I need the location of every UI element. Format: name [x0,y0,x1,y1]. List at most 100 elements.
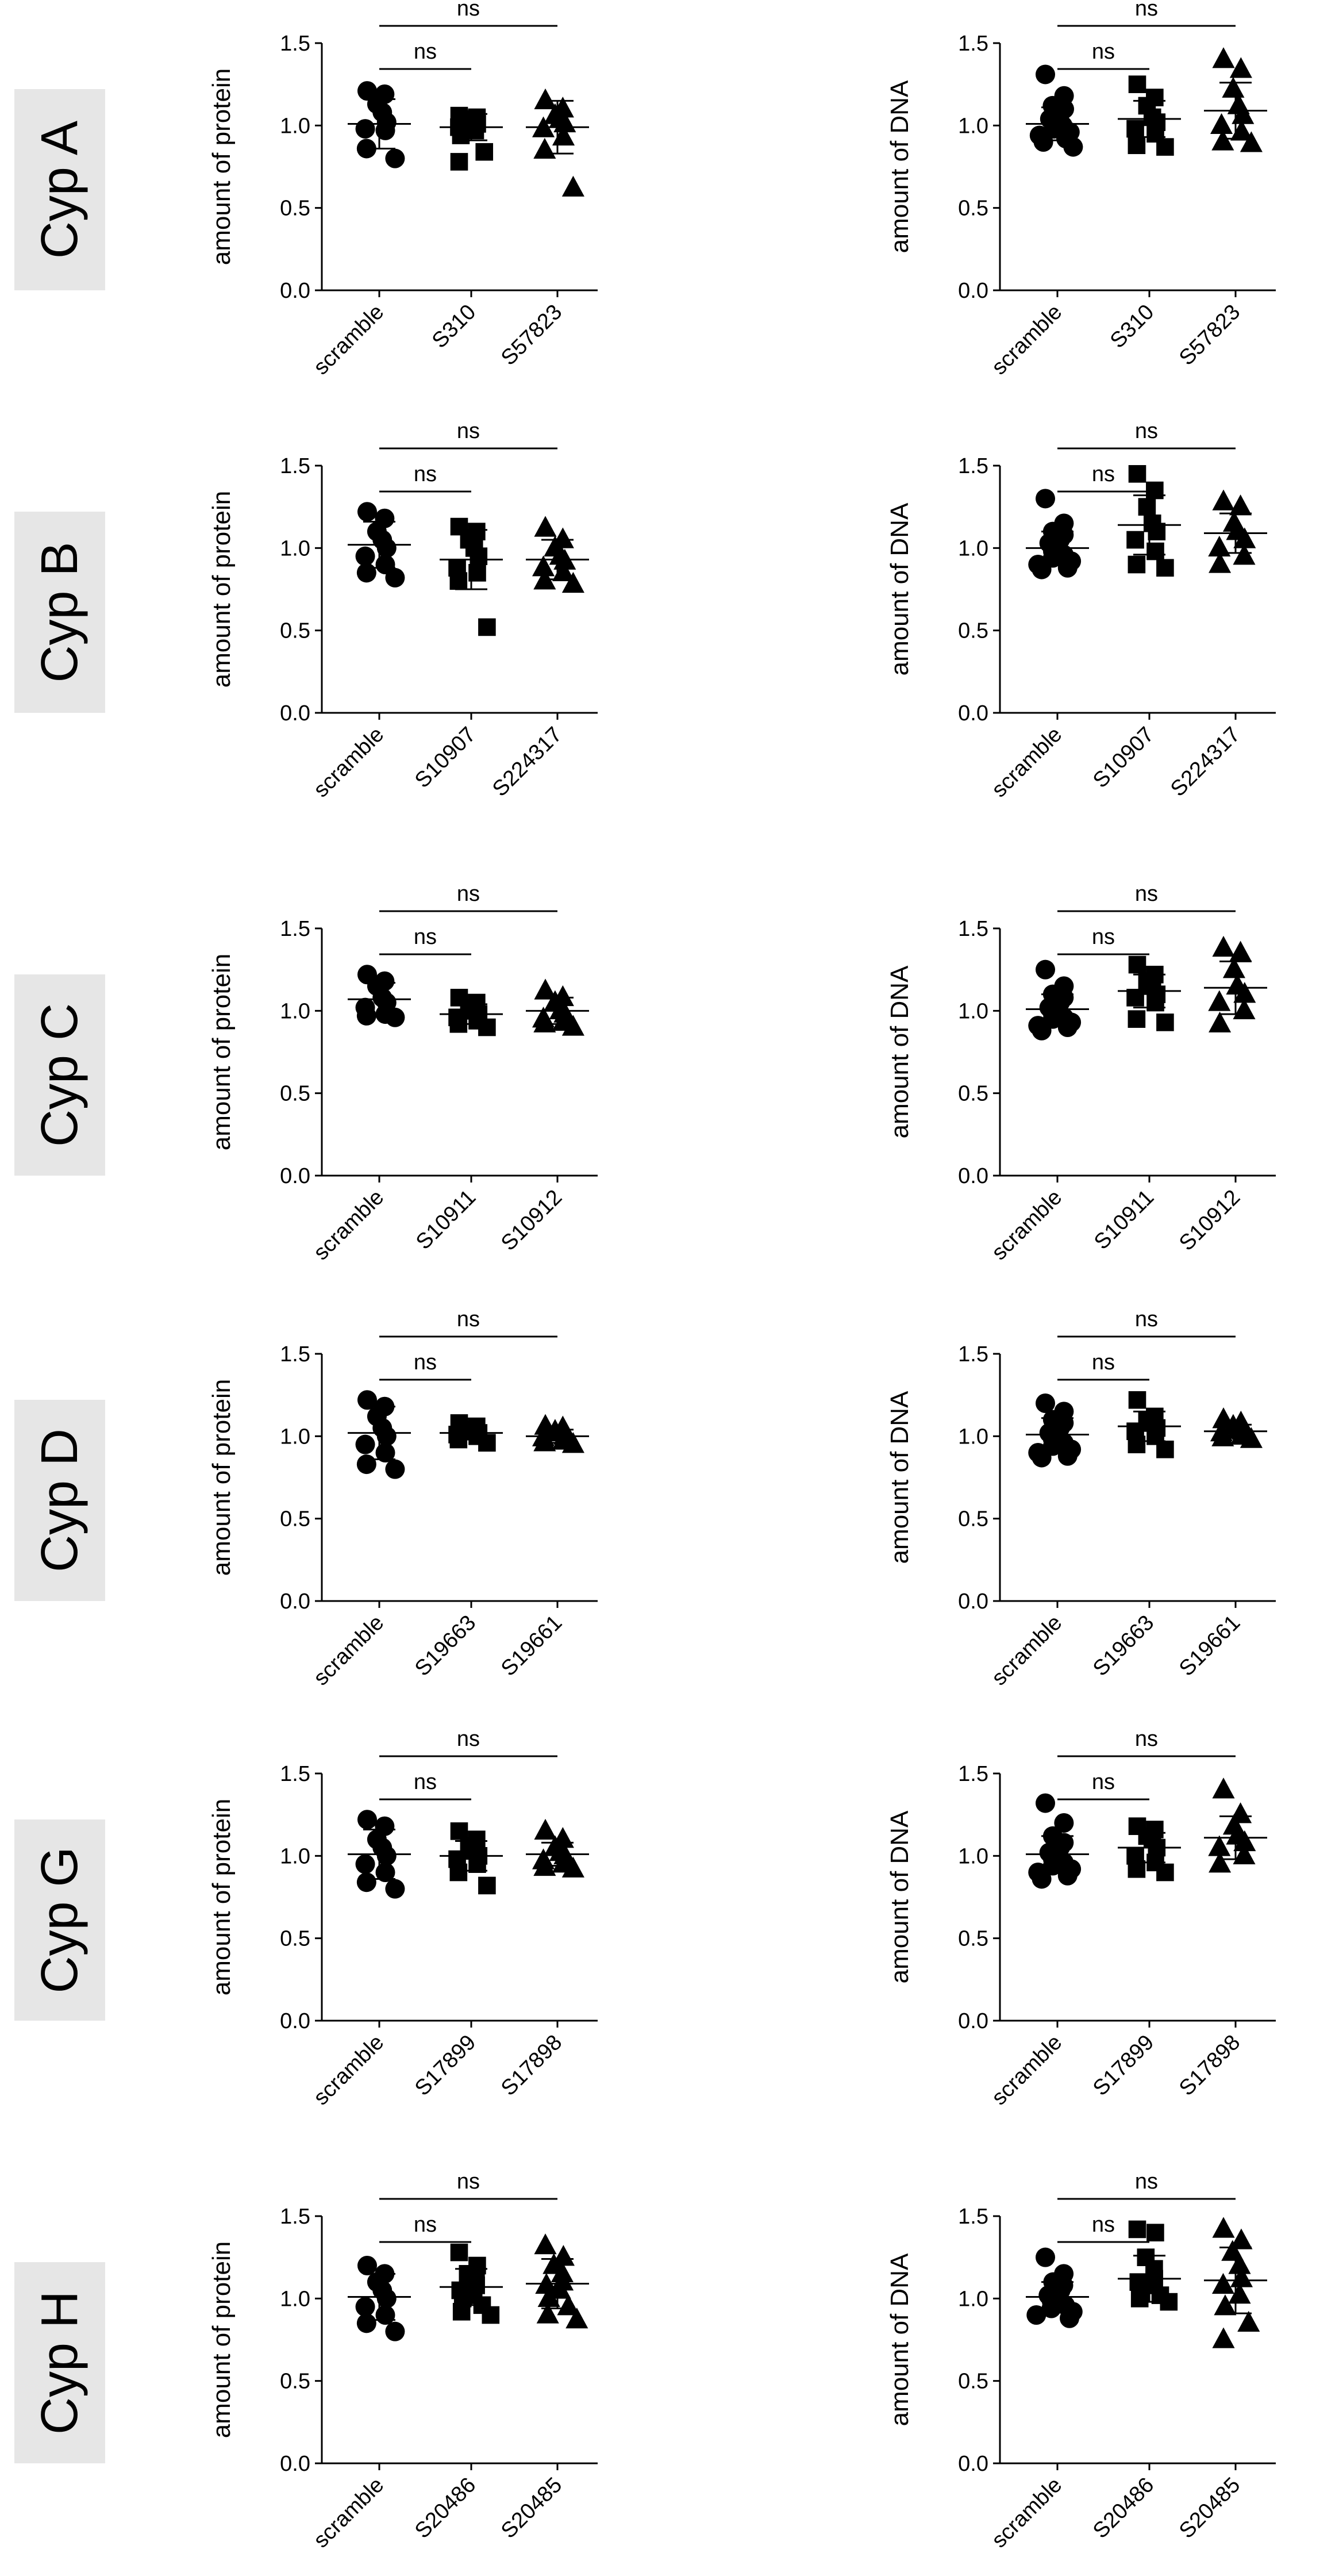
data-point [1032,1448,1052,1468]
data-group [526,1414,589,1453]
y-tick-label: 0.5 [280,2370,310,2394]
x-tick-label: S17899 [1088,2030,1159,2101]
x-tick-label: scramble [987,1611,1067,1691]
x-tick-label: S20485 [1175,2473,1245,2543]
y-tick-label: 0.5 [280,1082,310,1106]
data-point [1036,1793,1055,1813]
y-tick-label: 1.5 [280,2205,310,2229]
data-point [1222,76,1245,98]
data-point [1036,1393,1055,1413]
significance-label: ns [457,419,480,443]
data-point [534,88,557,109]
data-point [1057,1446,1078,1466]
data-point [1208,535,1231,556]
scatter-chart: 0.0 0.5 1.0 1.5 amount of protein scramble S31… [207,0,598,379]
data-point [385,148,405,168]
data-point [1156,1013,1174,1031]
x-tick-label: scramble [309,723,389,803]
significance-label: ns [414,2213,437,2237]
data-group [526,516,589,593]
x-tick-label: scramble [309,300,389,380]
significance-label: ns [1092,1770,1115,1794]
data-point [1233,982,1256,1003]
y-tick-label: 1.5 [280,454,310,478]
data-point [355,2297,375,2317]
data-group [440,1822,503,1895]
data-group [440,989,503,1036]
data-group [1118,955,1181,1031]
data-point [1026,2305,1046,2325]
y-tick-label: 0.5 [280,1927,310,1951]
x-tick-label: S20485 [497,2473,567,2543]
data-point [450,2243,468,2262]
y-axis-label: amount of DNA [886,80,914,253]
data-point [1237,2310,1260,2332]
data-point [565,2308,588,2329]
data-point [1057,1018,1078,1037]
x-tick-label: scramble [309,1611,389,1691]
data-point [470,547,488,565]
data-group [348,1390,411,1479]
y-tick-label: 1.5 [958,1342,988,1366]
data-point [1032,1020,1052,1041]
y-tick-label: 1.5 [958,917,988,941]
y-tick-label: 0.0 [280,1164,310,1188]
data-point [561,571,584,593]
y-tick-label: 0.0 [958,1164,988,1188]
significance-label: ns [1092,1350,1115,1375]
x-tick-label: S224317 [488,723,567,801]
y-tick-label: 0.0 [280,2009,310,2033]
data-point [1036,489,1055,509]
data-point [1156,1440,1174,1458]
data-group [1026,2247,1089,2328]
data-point [1230,2228,1253,2249]
data-point [1128,136,1146,155]
data-point [1240,131,1263,152]
data-point [357,2256,377,2275]
significance-label: ns [457,0,480,21]
data-point [452,126,470,144]
data-point [450,153,468,171]
data-group [526,978,589,1036]
y-tick-label: 0.5 [958,2370,988,2394]
data-group [1118,75,1181,156]
data-point [385,1879,405,1899]
data-group [1204,1407,1267,1448]
significance-label: ns [1135,0,1158,21]
data-point [1130,2290,1149,2308]
data-point [1126,531,1144,549]
x-tick-label: scramble [987,2473,1067,2553]
x-tick-label: S17899 [410,2030,480,2101]
data-point [376,538,397,558]
data-point [356,1872,376,1892]
x-tick-label: S310 [428,300,480,353]
figure-row: Cyp G 0.0 0.5 1.0 1.5 amount of protein scramb… [14,1727,1276,2110]
x-tick-label: S57823 [1175,300,1245,370]
x-tick-label: scramble [309,1185,389,1265]
data-point [356,1454,376,1475]
data-point [1128,75,1146,93]
y-tick-label: 0.0 [280,279,310,303]
data-group [348,502,411,588]
x-tick-label: S10912 [497,1185,567,1256]
data-group [1026,959,1089,1041]
row-label: Cyp B [31,542,89,682]
data-point [536,2302,559,2324]
y-tick-label: 0.0 [958,701,988,725]
data-point [1057,558,1078,578]
y-axis-label: amount of DNA [886,2253,914,2426]
data-group [1026,1393,1089,1468]
y-tick-label: 0.0 [958,1590,988,1614]
significance-label: ns [414,925,437,949]
data-point [1138,498,1156,516]
y-tick-label: 0.5 [280,197,310,221]
data-group [1118,465,1181,577]
data-point [1057,1865,1078,1886]
y-tick-label: 0.5 [958,1507,988,1531]
x-tick-label: S19663 [410,1611,480,1681]
data-point [1212,935,1235,957]
y-tick-label: 0.0 [280,701,310,725]
y-tick-label: 1.0 [280,999,310,1023]
